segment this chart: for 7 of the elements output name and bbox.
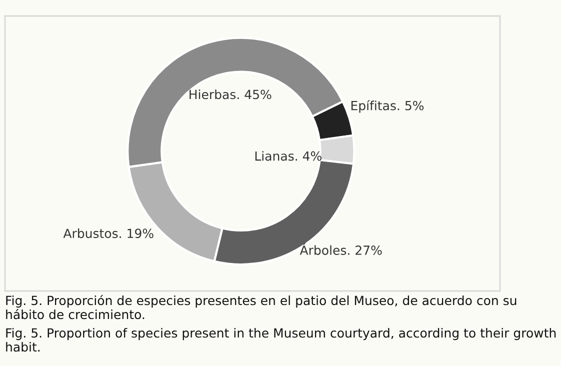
caption: Fig. 5. Proporción de especies presentes en el patio del Museo, de acuerdo con su hábito de crecimiento. [6, 295, 516, 320]
slice-label: Epífitas. 5% [351, 100, 424, 113]
slice-label: Árboles. 27% [300, 243, 382, 255]
slice-label: Lianas. 4% [255, 151, 322, 161]
slice-label: Arbustos. 19% [63, 228, 154, 238]
slice-label: Hierbas. 45% [190, 89, 272, 100]
caption: Fig. 5. Proportion of species present in the Museum courtyard, according to their growth habit. [6, 328, 556, 352]
